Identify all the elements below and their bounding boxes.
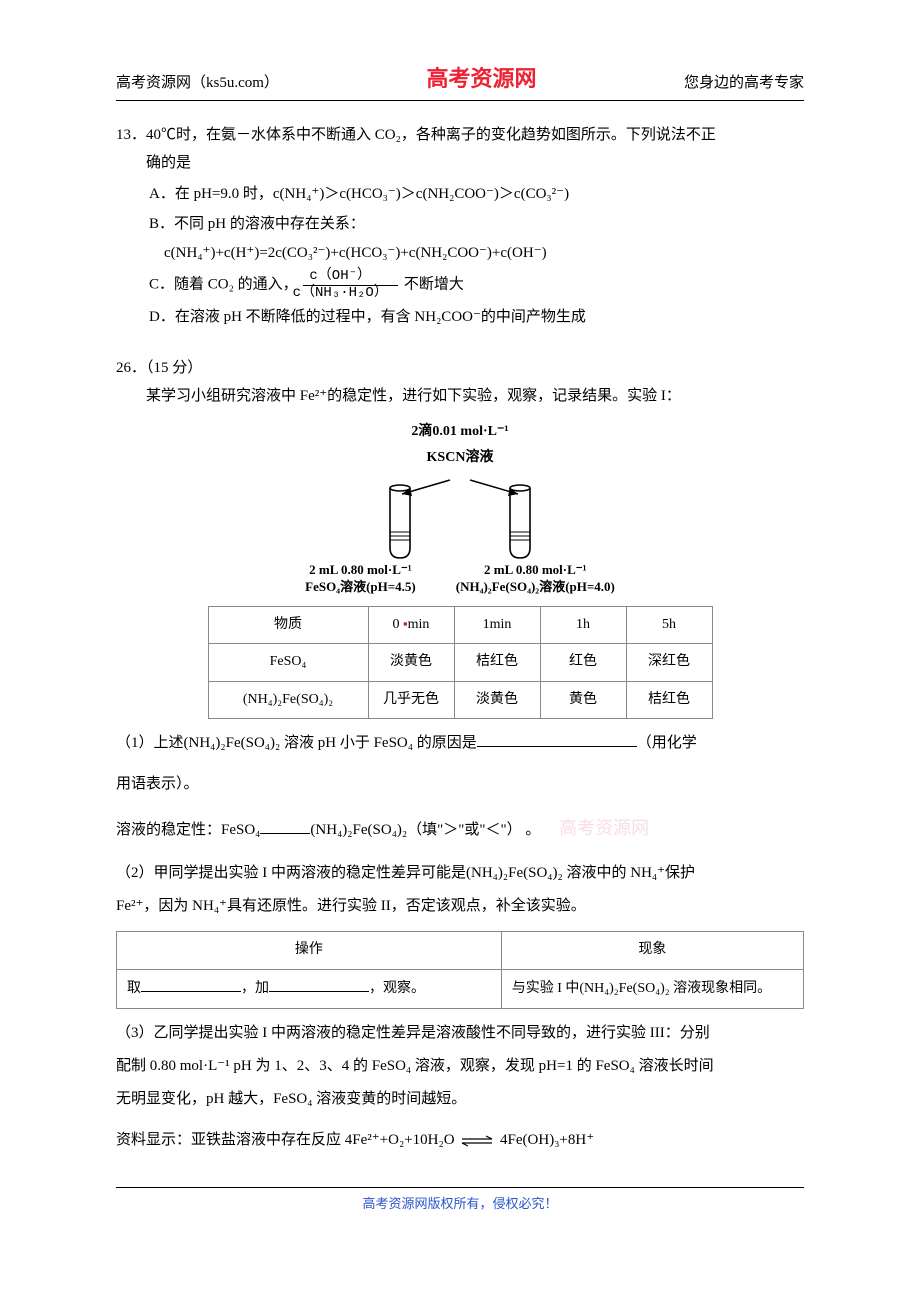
- q13-stem-line2: 确的是: [116, 149, 804, 178]
- watermark: 高考资源网: [559, 818, 649, 838]
- diagram-top-l2: KSCN溶液: [427, 450, 494, 465]
- cell: (NH₄)₂Fe(SO₄)₂: [208, 681, 368, 719]
- header-right: 您身边的高考专家: [684, 69, 804, 98]
- q13-stem-line1: 13．40℃时，在氨－水体系中不断通入 CO₂，各种离子的变化趋势如图所示。下列…: [116, 121, 804, 150]
- cell: 几乎无色: [368, 681, 454, 719]
- cell: FeSO₄: [208, 644, 368, 682]
- q26-stem: 某学习小组研究溶液中 Fe²⁺的稳定性，进行如下实验，观察，记录结果。实验 I：: [116, 382, 804, 411]
- fraction-denominator: c（NH₃·H₂O）: [303, 286, 398, 301]
- diagram-right-label: 2 mL 0.80 mol·L⁻¹ (NH₄)₂Fe(SO₄)₂溶液(pH=4.…: [456, 562, 615, 596]
- cell: 桔红色: [454, 644, 540, 682]
- header-brand: 高考资源网: [426, 58, 536, 100]
- q13-opt-A: A．在 pH=9.0 时，c(NH₄⁺)＞c(HCO₃⁻)＞c(NH₂COO⁻)…: [149, 180, 804, 209]
- experiment2-table: 操作 现象 取，加，观察。 与实验 I 中(NH₄)₂Fe(SO₄)₂ 溶液现象…: [116, 931, 804, 1009]
- table-header-row: 操作 现象: [117, 931, 804, 969]
- q13-opt-C: C．随着 CO₂ 的通入， c（OH⁻） c（NH₃·H₂O） 不断增大: [149, 269, 804, 301]
- experiment-diagram: 2滴0.01 mol·L⁻¹ KSCN溶液: [116, 419, 804, 596]
- cell-phenomenon: 与实验 I 中(NH₄)₂Fe(SO₄)₂ 溶液现象相同。: [501, 969, 803, 1009]
- table-row: 取，加，观察。 与实验 I 中(NH₄)₂Fe(SO₄)₂ 溶液现象相同。: [117, 969, 804, 1009]
- q26-p2-l2: Fe²⁺，因为 NH₄⁺具有还原性。进行实验 II，否定该观点，补全该实验。: [116, 890, 804, 923]
- q26-p3-l3: 无明显变化，pH 越大，FeSO₄ 溶液变黄的时间越短。: [116, 1083, 804, 1116]
- q13-opt-B-line1: B．不同 pH 的溶液中存在关系：: [149, 210, 804, 239]
- fraction: c（OH⁻） c（NH₃·H₂O）: [303, 269, 398, 301]
- th-phenomenon: 现象: [501, 931, 803, 969]
- th-0min: 0 ▪min: [368, 606, 454, 644]
- p4-post: 4Fe(OH)₃+8H⁺: [500, 1132, 594, 1148]
- cell: 红色: [540, 644, 626, 682]
- cell: 桔红色: [626, 681, 712, 719]
- blank-input[interactable]: [260, 819, 310, 834]
- table-row: (NH₄)₂Fe(SO₄)₂ 几乎无色 淡黄色 黄色 桔红色: [208, 681, 712, 719]
- cell: 淡黄色: [368, 644, 454, 682]
- q26-p1: （1）上述(NH₄)₂Fe(SO₄)₂ 溶液 pH 小于 FeSO₄ 的原因是 （…: [116, 727, 804, 760]
- blank-input[interactable]: [141, 978, 241, 992]
- equilibrium-arrow-icon: [458, 1134, 496, 1148]
- q26-title: 26．（15 分）: [116, 354, 804, 383]
- page-footer: 高考资源网版权所有，侵权必究！: [116, 1187, 804, 1217]
- q13-C-pre: C．随着 CO₂ 的通入，: [149, 277, 298, 293]
- th-1min: 1min: [454, 606, 540, 644]
- cell: 淡黄色: [454, 681, 540, 719]
- q26-p2-l1: （2）甲同学提出实验 I 中两溶液的稳定性差异可能是(NH₄)₂Fe(SO₄)₂…: [116, 857, 804, 890]
- diagram-top-l1: 2滴0.01 mol·L⁻¹: [411, 424, 508, 439]
- q26-p3-l1: （3）乙同学提出实验 I 中两溶液的稳定性差异是溶液酸性不同导致的，进行实验 I…: [116, 1017, 804, 1050]
- q26-p1b: 溶液的稳定性：FeSO₄ (NH₄)₂Fe(SO₄)₂（填"＞"或"＜"） 。 高…: [116, 809, 804, 849]
- q13-opt-D: D．在溶液 pH 不断降低的过程中，有含 NH₂COO⁻的中间产物生成: [149, 303, 804, 332]
- blank-input[interactable]: [269, 978, 369, 992]
- q13-opt-B-line2: c(NH₄⁺)+c(H⁺)=2c(CO₃²⁻)+c(HCO₃⁻)+c(NH₂CO…: [164, 239, 804, 268]
- th-substance: 物质: [208, 606, 368, 644]
- question-13: 13．40℃时，在氨－水体系中不断通入 CO₂，各种离子的变化趋势如图所示。下列…: [116, 121, 804, 332]
- fraction-numerator: c（OH⁻）: [303, 269, 398, 285]
- test-tubes-svg: [330, 474, 590, 562]
- q26-p3-l2: 配制 0.80 mol·L⁻¹ pH 为 1、2、3、4 的 FeSO₄ 溶液，…: [116, 1050, 804, 1083]
- th-5h: 5h: [626, 606, 712, 644]
- cell: 深红色: [626, 644, 712, 682]
- question-26: 26．（15 分） 某学习小组研究溶液中 Fe²⁺的稳定性，进行如下实验，观察，…: [116, 354, 804, 1158]
- p4-pre: 资料显示：亚铁盐溶液中存在反应 4Fe²⁺+O₂+10H₂O: [116, 1132, 455, 1148]
- table-row: FeSO₄ 淡黄色 桔红色 红色 深红色: [208, 644, 712, 682]
- page-header: 高考资源网（ks5u.com） 高考资源网 您身边的高考专家: [116, 56, 804, 101]
- q26-p4: 资料显示：亚铁盐溶液中存在反应 4Fe²⁺+O₂+10H₂O 4Fe(OH)₃+…: [116, 1124, 804, 1157]
- bullet-icon: ▪: [403, 616, 408, 631]
- p1-post: （用化学: [637, 735, 697, 751]
- cell: 黄色: [540, 681, 626, 719]
- p1b-pre: 溶液的稳定性：FeSO₄: [116, 822, 260, 838]
- cell-operation: 取，加，观察。: [117, 969, 502, 1009]
- table-header-row: 物质 0 ▪min 1min 1h 5h: [208, 606, 712, 644]
- q26-p1-l2: 用语表示）。: [116, 768, 804, 801]
- header-left: 高考资源网（ks5u.com）: [116, 69, 279, 98]
- p1b-post: (NH₄)₂Fe(SO₄)₂（填"＞"或"＜"） 。: [310, 822, 540, 838]
- th-operation: 操作: [117, 931, 502, 969]
- q13-C-post: 不断增大: [404, 277, 464, 293]
- diagram-left-label: 2 mL 0.80 mol·L⁻¹ FeSO₄溶液(pH=4.5): [305, 562, 416, 596]
- p1-pre: （1）上述(NH₄)₂Fe(SO₄)₂ 溶液 pH 小于 FeSO₄ 的原因是: [116, 735, 477, 751]
- th-1h: 1h: [540, 606, 626, 644]
- blank-input[interactable]: [477, 732, 637, 747]
- observation-table: 物质 0 ▪min 1min 1h 5h FeSO₄ 淡黄色 桔红色 红色 深红…: [208, 606, 713, 720]
